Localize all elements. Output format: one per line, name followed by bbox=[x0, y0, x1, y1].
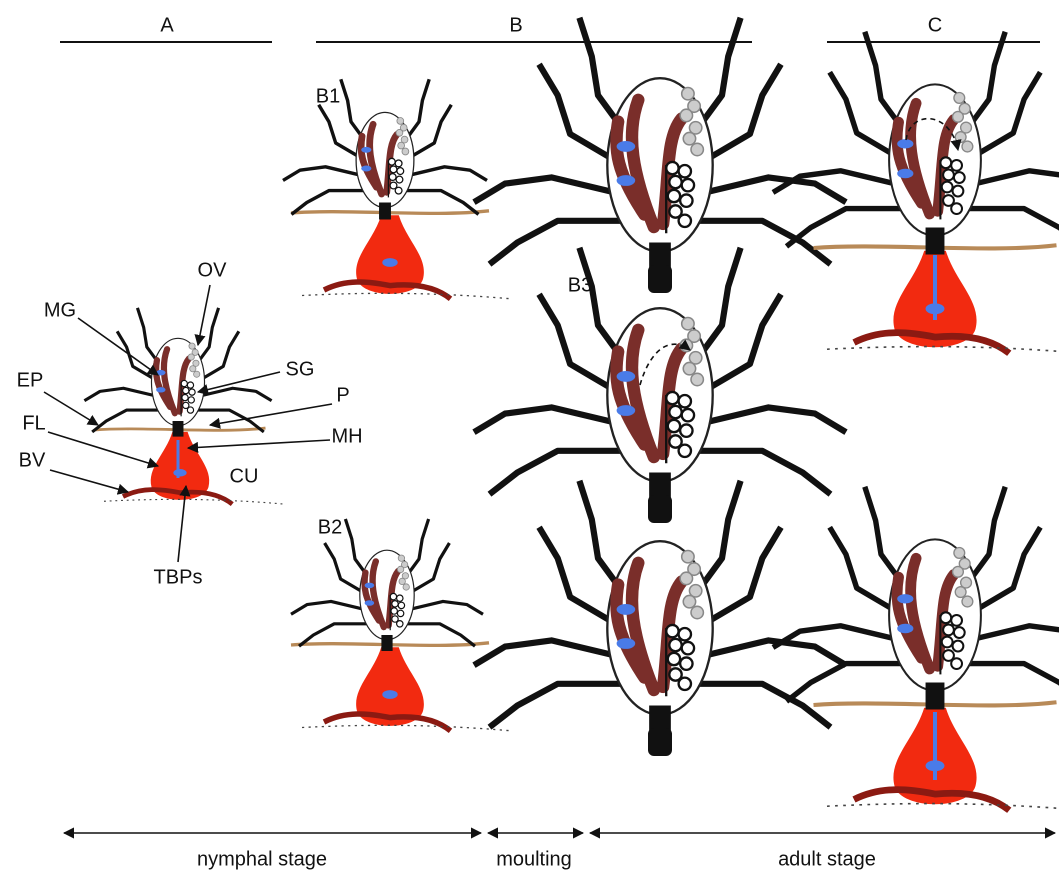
label: MG bbox=[44, 299, 76, 321]
tick-a bbox=[84, 308, 284, 504]
tick-b-bottom bbox=[474, 481, 846, 756]
tick-b2 bbox=[291, 519, 511, 731]
tick-b1 bbox=[283, 79, 511, 299]
label: FL bbox=[22, 412, 45, 434]
header-b: B bbox=[509, 14, 522, 36]
panel-labels: B1 B2 B3 bbox=[316, 85, 592, 538]
tick-c-bottom bbox=[773, 487, 1059, 811]
header-c: C bbox=[928, 14, 942, 36]
panel-label: B2 bbox=[318, 516, 342, 538]
label: CU bbox=[230, 465, 259, 487]
header-a: A bbox=[160, 14, 174, 36]
stage-axis: nymphal stage moulting adult stage bbox=[62, 827, 1057, 870]
tick-c-top bbox=[773, 32, 1059, 354]
label: MH bbox=[331, 425, 362, 447]
label: SG bbox=[286, 358, 315, 380]
stage-label: moulting bbox=[496, 848, 572, 870]
label: OV bbox=[198, 259, 228, 281]
label: TBPs bbox=[154, 566, 203, 588]
label: P bbox=[336, 384, 349, 406]
panel-label: B3 bbox=[568, 274, 592, 296]
structure-labels: OV MG SG EP P FL MH BV CU TBPs bbox=[17, 259, 363, 588]
label: BV bbox=[19, 449, 46, 471]
label: EP bbox=[17, 369, 44, 391]
tick-b-top bbox=[474, 18, 846, 293]
panel-label: B1 bbox=[316, 85, 340, 107]
stage-label: nymphal stage bbox=[197, 848, 327, 870]
stage-label: adult stage bbox=[778, 848, 876, 870]
tick-b3 bbox=[474, 248, 846, 523]
headers: A B C bbox=[60, 14, 1040, 43]
